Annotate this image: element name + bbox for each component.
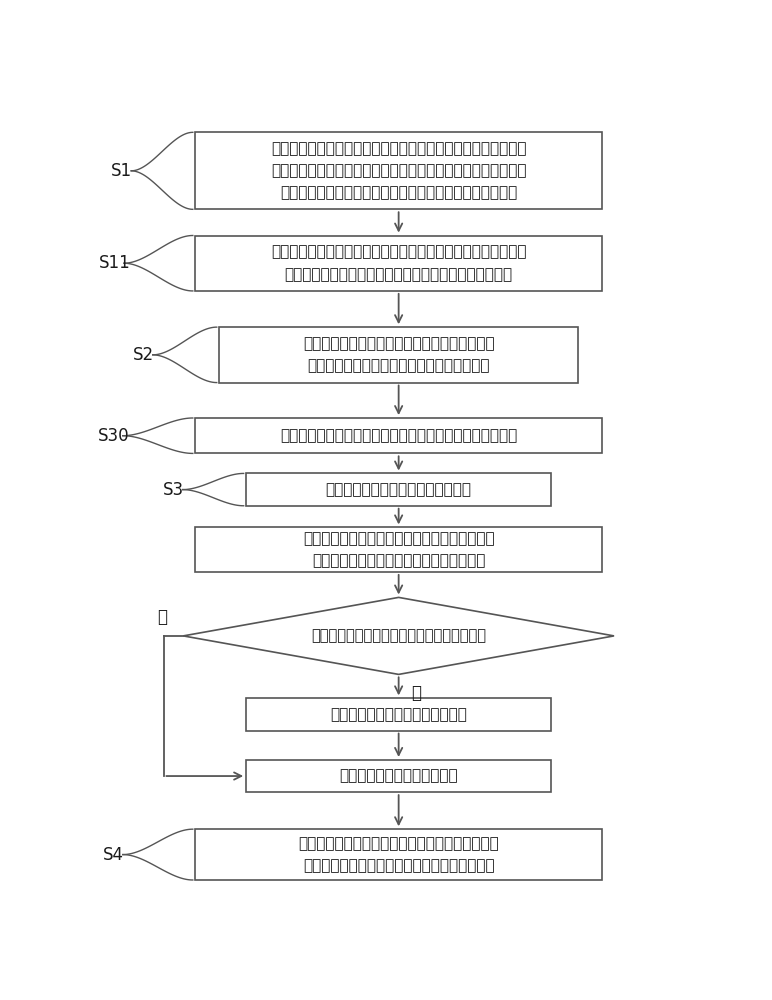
Polygon shape: [183, 597, 614, 674]
FancyBboxPatch shape: [195, 236, 602, 291]
Text: S4: S4: [103, 846, 124, 864]
FancyBboxPatch shape: [246, 698, 551, 731]
Text: 当前数据传输路径中各节点是否存在低能节点: 当前数据传输路径中各节点是否存在低能节点: [311, 628, 486, 643]
FancyBboxPatch shape: [195, 418, 602, 453]
Text: 以上一节点为传播起点，获取备选路径中不含低能
节点且转发次数最少的备选路径为数据传输路径: 以上一节点为传播起点，获取备选路径中不含低能 节点且转发次数最少的备选路径为数据…: [298, 836, 499, 873]
FancyBboxPatch shape: [195, 527, 602, 572]
FancyBboxPatch shape: [195, 829, 602, 880]
Text: S30: S30: [97, 427, 129, 445]
Text: 否: 否: [411, 684, 422, 702]
Text: S2: S2: [133, 346, 154, 364]
Text: S1: S1: [111, 162, 132, 180]
Text: 获取传播路径中转发次数最少的传播路径，并作
为数据传输路径，其余传播路径作为备选路径: 获取传播路径中转发次数最少的传播路径，并作 为数据传输路径，其余传播路径作为备选…: [303, 336, 494, 373]
Text: 根据转发次数通过第二预设公式设置各节点的预设等待时间: 根据转发次数通过第二预设公式设置各节点的预设等待时间: [280, 428, 517, 443]
FancyBboxPatch shape: [195, 132, 602, 209]
Text: S3: S3: [163, 481, 184, 499]
FancyBboxPatch shape: [246, 760, 551, 792]
Text: 获取泛洪传播后数据节点的节点总表，并发送至各个节点，所述
节点总表包括各传播路径的兴趣信息转发次数和兴趣信息: 获取泛洪传播后数据节点的节点总表，并发送至各个节点，所述 节点总表包括各传播路径…: [271, 245, 527, 282]
FancyBboxPatch shape: [246, 473, 551, 506]
Text: 以当前数据传输路径进行数据传输: 以当前数据传输路径进行数据传输: [330, 707, 467, 722]
Text: 根据当前数据传输路径中各节点的转发次数和距
离通过第一预设公式设置各节点的预设阈值: 根据当前数据传输路径中各节点的转发次数和距 离通过第一预设公式设置各节点的预设阈…: [303, 531, 494, 568]
Text: 获取低能节点的上一节点信息: 获取低能节点的上一节点信息: [340, 769, 458, 784]
Text: 通过基站节点将兴趣信息泛洪传播至数据节点，在泛洪传播过程
中获取各节点与基站节点的距离，保存兴趣信息和各传播路径下
兴趣信息转发至各节点时的转发次数至对应节点的: 通过基站节点将兴趣信息泛洪传播至数据节点，在泛洪传播过程 中获取各节点与基站节点…: [271, 141, 527, 201]
Text: 是: 是: [157, 608, 168, 626]
Text: S11: S11: [99, 254, 130, 272]
FancyBboxPatch shape: [219, 327, 578, 383]
Text: 以各节点的预设等待时间为判断间隔: 以各节点的预设等待时间为判断间隔: [326, 482, 472, 497]
